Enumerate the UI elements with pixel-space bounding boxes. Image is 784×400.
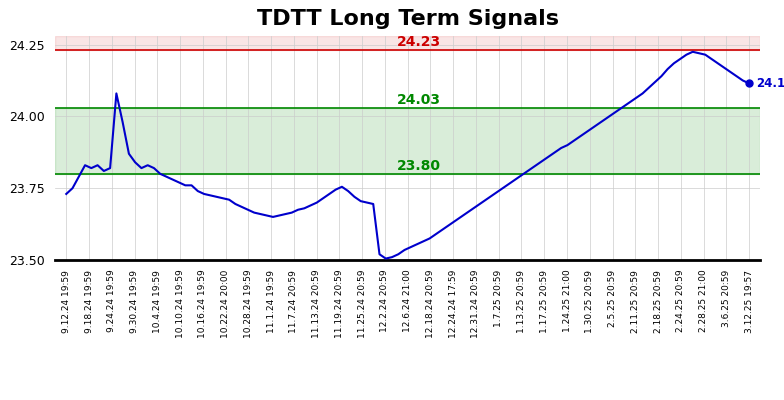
Text: 24.03: 24.03 bbox=[397, 93, 441, 107]
Text: 24.23: 24.23 bbox=[397, 36, 441, 50]
Text: 24.115: 24.115 bbox=[756, 77, 784, 90]
Text: 23.80: 23.80 bbox=[397, 159, 441, 173]
Bar bbox=[55, 108, 760, 174]
Bar bbox=[55, 36, 760, 50]
Title: TDTT Long Term Signals: TDTT Long Term Signals bbox=[256, 9, 559, 29]
